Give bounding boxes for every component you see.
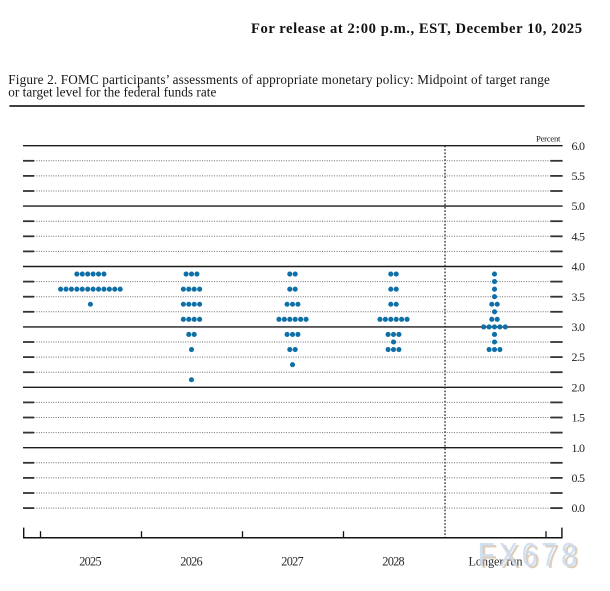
svg-text:Longer run: Longer run [469, 554, 523, 568]
svg-text:5.5: 5.5 [572, 169, 586, 183]
svg-text:FX678: FX678 [478, 536, 581, 574]
svg-text:6.0: 6.0 [572, 139, 586, 153]
svg-text:Figure 2. FOMC participants’ a: Figure 2. FOMC participants’ assessments… [8, 72, 550, 87]
svg-text:2028: 2028 [382, 554, 404, 568]
svg-text:3.5: 3.5 [572, 290, 586, 304]
svg-text:4.5: 4.5 [572, 229, 586, 243]
svg-text:1.0: 1.0 [572, 441, 586, 455]
svg-text:or target level for the federa: or target level for the federal funds ra… [8, 85, 216, 100]
svg-text:2025: 2025 [79, 554, 101, 568]
svg-text:3.0: 3.0 [572, 320, 586, 334]
svg-text:5.0: 5.0 [572, 199, 586, 213]
svg-text:2.5: 2.5 [572, 350, 586, 364]
svg-text:1.5: 1.5 [572, 411, 586, 425]
svg-text:2027: 2027 [281, 554, 303, 568]
svg-text:4.0: 4.0 [572, 260, 586, 274]
svg-text:Percent: Percent [536, 134, 561, 144]
svg-text:2026: 2026 [180, 554, 202, 568]
svg-text:2.0: 2.0 [572, 380, 586, 394]
svg-text:0.5: 0.5 [572, 471, 586, 485]
svg-text:For release at 2:00 p.m., EST,: For release at 2:00 p.m., EST, December … [251, 21, 582, 37]
svg-text:FX678: FX678 [480, 538, 583, 576]
svg-text:0.0: 0.0 [572, 501, 586, 515]
